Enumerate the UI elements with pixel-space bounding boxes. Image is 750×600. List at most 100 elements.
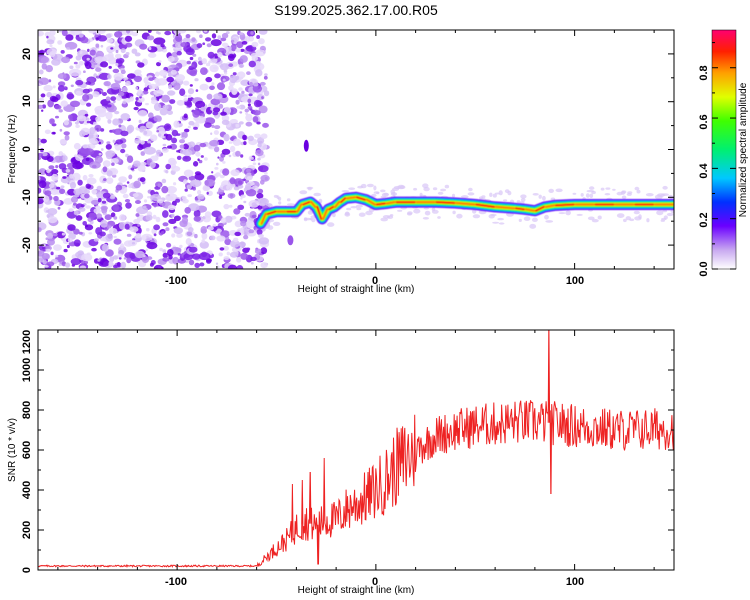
- noise-blob: [118, 124, 122, 128]
- noise-blob: [42, 259, 47, 265]
- noise-blob: [239, 111, 243, 114]
- noise-blob: [118, 221, 127, 230]
- noise-blob: [95, 116, 101, 122]
- ridge-core: [534, 205, 545, 212]
- noise-blob: [46, 48, 57, 56]
- noise-blob: [73, 228, 80, 235]
- y-tick-label: 1000: [21, 358, 33, 382]
- noise-blob: [49, 44, 53, 48]
- noise-blob: [47, 232, 53, 240]
- noise-blob: [516, 200, 521, 204]
- noise-blob: [78, 207, 86, 212]
- noise-blob: [214, 73, 221, 79]
- noise-blob: [230, 169, 240, 177]
- noise-blob: [245, 113, 253, 122]
- noise-blob: [228, 63, 234, 67]
- noise-blob: [422, 183, 429, 189]
- noise-blob: [141, 233, 153, 242]
- noise-blob: [256, 121, 261, 125]
- noise-blob: [242, 134, 247, 141]
- noise-blob: [371, 193, 377, 197]
- noise-blob: [255, 149, 264, 157]
- noise-blob: [219, 247, 225, 251]
- noise-blob: [153, 37, 166, 45]
- noise-blob: [137, 110, 148, 117]
- noise-blob: [148, 77, 154, 81]
- noise-blob: [392, 192, 396, 196]
- noise-blob: [133, 160, 141, 167]
- noise-blob: [248, 93, 253, 97]
- noise-blob: [134, 52, 141, 57]
- noise-blob: [246, 71, 251, 75]
- noise-blob: [228, 53, 235, 62]
- noise-blob: [216, 162, 219, 166]
- noise-blob: [165, 227, 170, 232]
- noise-blob: [131, 48, 138, 54]
- noise-blob: [257, 157, 261, 161]
- noise-blob: [68, 208, 74, 213]
- noise-blob: [83, 70, 86, 73]
- noise-blob: [600, 187, 605, 191]
- noise-blob: [167, 55, 175, 63]
- noise-blob: [229, 251, 239, 258]
- noise-blob: [137, 223, 140, 227]
- noise-blob: [85, 81, 92, 85]
- noise-blob: [214, 167, 219, 170]
- noise-blob: [58, 151, 64, 157]
- noise-blob: [236, 256, 242, 263]
- ridge-core: [302, 201, 311, 206]
- noise-blob: [57, 40, 63, 45]
- noise-blob: [93, 208, 101, 214]
- noise-blob: [106, 150, 112, 157]
- noise-blob: [162, 252, 169, 258]
- noise-blob: [258, 165, 269, 173]
- noise-blob: [85, 205, 91, 209]
- noise-blob: [78, 61, 84, 66]
- noise-blob: [497, 217, 504, 221]
- snr-x-tick-labels: -100 0 100: [165, 576, 584, 588]
- noise-blob: [119, 214, 126, 222]
- noise-blob: [118, 257, 122, 260]
- noise-blob: [431, 207, 436, 212]
- noise-blob: [176, 233, 183, 238]
- ridge-core: [334, 201, 341, 208]
- snr-panel: -100 0 100 0 200 400 600 800 1000 1200 H…: [7, 329, 675, 596]
- noise-blob: [169, 99, 176, 104]
- noise-blob: [137, 89, 143, 95]
- noise-blob: [73, 61, 78, 65]
- noise-blob: [177, 253, 181, 256]
- noise-blob: [113, 216, 118, 220]
- noise-blob: [75, 90, 82, 96]
- noise-blob: [57, 73, 67, 80]
- noise-blob: [587, 216, 595, 221]
- y-tick-label: 0: [21, 567, 33, 573]
- noise-blob: [167, 145, 172, 149]
- noise-blob: [251, 214, 257, 219]
- noise-blob: [48, 79, 52, 83]
- noise-blob: [239, 32, 244, 36]
- noise-blob: [153, 89, 164, 96]
- noise-blob: [248, 200, 260, 208]
- noise-blob: [218, 103, 224, 109]
- noise-blob: [224, 238, 232, 246]
- noise-blob: [101, 206, 108, 214]
- noise-blob: [605, 187, 611, 190]
- noise-blob: [89, 161, 101, 169]
- ridge-core: [355, 196, 366, 201]
- noise-blob: [112, 139, 116, 143]
- noise-blob: [155, 31, 160, 34]
- noise-blob: [109, 195, 116, 200]
- y-tick-label: 1200: [21, 330, 33, 354]
- noise-blob: [162, 257, 170, 262]
- noise-blob: [100, 61, 109, 68]
- noise-blob: [81, 253, 93, 262]
- noise-blob: [86, 120, 91, 124]
- noise-blob: [65, 34, 74, 41]
- noise-blob: [223, 256, 230, 261]
- noise-blob: [239, 48, 245, 53]
- noise-blob: [139, 125, 147, 131]
- noise-blob: [145, 214, 153, 221]
- noise-blob: [201, 232, 208, 240]
- noise-blob: [228, 204, 233, 208]
- noise-blob: [634, 186, 640, 191]
